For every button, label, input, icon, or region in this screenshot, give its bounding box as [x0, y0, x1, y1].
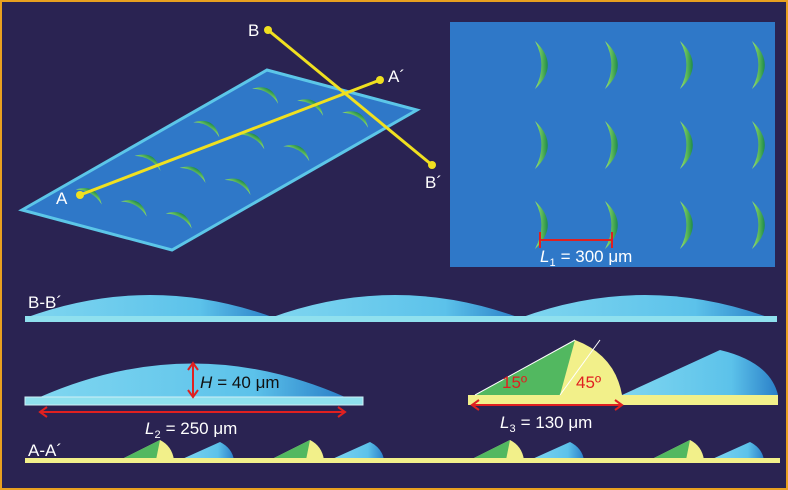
value: = 300 μm: [561, 247, 633, 266]
label-b-prime: B´: [425, 173, 442, 192]
symbol: L: [500, 413, 509, 432]
section-aa-label: A-A´: [28, 441, 62, 460]
figure: B A´ A B´ L1= 300 μm B-B´ H= 40 μm L2= 2…: [0, 0, 788, 490]
aa-base: [25, 458, 780, 463]
h-label: H= 40 μm: [200, 373, 280, 392]
value: = 250 μm: [166, 419, 238, 438]
point-b-prime: [428, 161, 436, 169]
subscript: 2: [154, 429, 160, 441]
value: = 40 μm: [217, 373, 279, 392]
subscript: 1: [549, 257, 555, 269]
angle-right: 45º: [576, 373, 601, 392]
symbol: H: [200, 373, 213, 392]
symbol: L: [145, 419, 154, 438]
detail-base: [468, 395, 778, 405]
value: = 130 μm: [521, 413, 593, 432]
subscript: 3: [509, 423, 515, 435]
angle-left: 15º: [502, 373, 527, 392]
label-b: B: [248, 21, 259, 40]
point-a: [76, 191, 84, 199]
label-a: A: [56, 189, 68, 208]
bb-base: [25, 316, 777, 322]
point-a-prime: [376, 76, 384, 84]
point-b: [264, 26, 272, 34]
symbol: L: [540, 247, 549, 266]
profile-base: [25, 397, 363, 405]
label-a-prime: A´: [388, 67, 405, 86]
bb-domes: [25, 295, 770, 318]
